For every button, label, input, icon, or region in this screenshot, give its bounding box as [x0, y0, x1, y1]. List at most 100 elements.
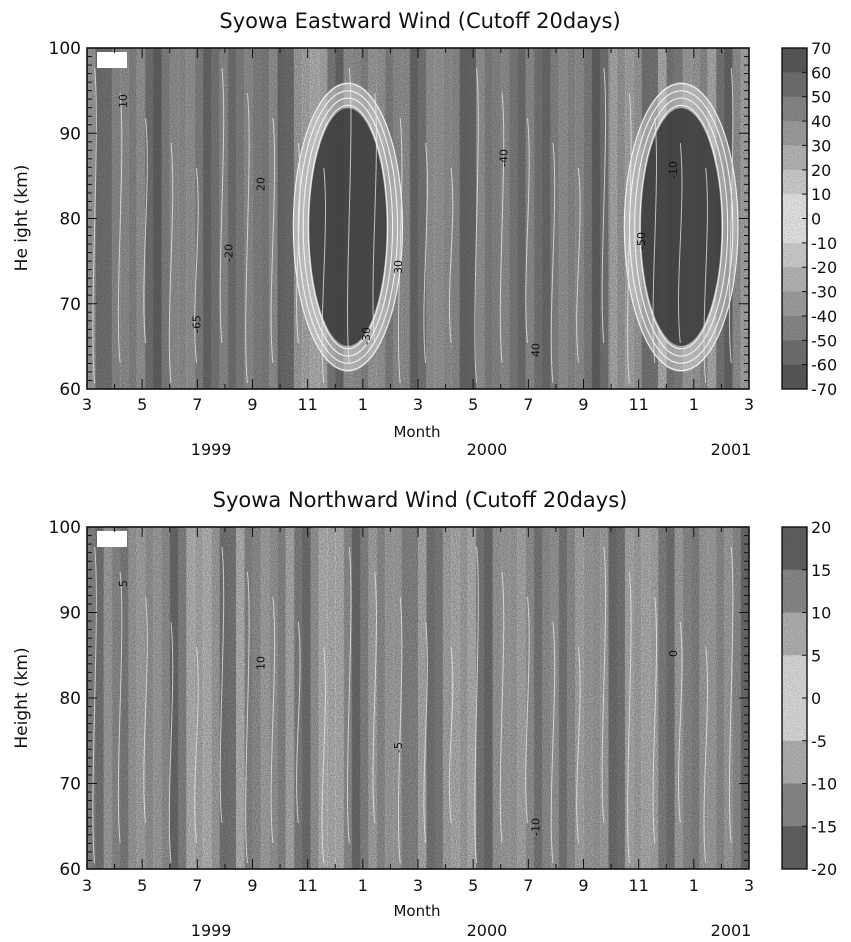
y-axis-label: Height (km)	[12, 647, 32, 748]
contour-line	[448, 167, 454, 344]
contour-line	[372, 571, 377, 824]
colorbar-tick-label: 20	[811, 161, 831, 180]
x-tick-label: 1	[689, 876, 699, 895]
colorbar-tick-label: 30	[811, 136, 831, 155]
colorbar-tick-label: 15	[811, 561, 831, 580]
contour-line	[270, 117, 276, 364]
contour-line	[143, 596, 148, 824]
contour-line	[639, 104, 724, 350]
x-tick-label: 9	[247, 395, 257, 414]
x-tick-label: 7	[192, 395, 202, 414]
x-tick-label: 5	[468, 395, 478, 414]
chart-title: Syowa Eastward Wind (Cutoff 20days)	[219, 9, 620, 33]
contour-line	[296, 142, 301, 344]
x-tick-label: 7	[192, 876, 202, 895]
colorbar-tick-label: -50	[811, 331, 837, 350]
contour-line	[499, 571, 505, 844]
contour-label: 30	[392, 260, 405, 274]
contour-line	[623, 82, 739, 372]
colorbar-tick-label: 0	[811, 210, 821, 229]
contour-line	[397, 596, 403, 864]
x-tick-label: 7	[523, 876, 533, 895]
contour-label: -30	[360, 327, 373, 345]
x-axis: 3 5 7 9 11 1 3 5 7 9 11 1 3	[82, 527, 754, 895]
contour-line	[627, 571, 632, 864]
x-tick-label: 3	[744, 876, 754, 895]
colorbar-tick-label: -20	[811, 860, 837, 879]
colorbar: 20 15 10 5 0 -5 -10 -15 -20	[781, 518, 837, 879]
contour-label: -10	[667, 161, 680, 179]
contour-label: 10	[255, 656, 268, 670]
contour-line	[423, 142, 428, 364]
plot-area: 10 20 30 40 -10 -20 -30 -40 -50 -65	[87, 48, 749, 389]
contour-line	[652, 117, 658, 364]
contour-label: 10	[117, 94, 130, 108]
contour-line	[292, 82, 404, 372]
contour-label: -40	[498, 149, 511, 167]
eastward-wind-chart: Syowa Eastward Wind (Cutoff 20days) 1020…	[12, 9, 837, 459]
x-tick-label: 9	[578, 876, 588, 895]
contour-line	[245, 571, 250, 864]
contour-line	[168, 142, 174, 384]
x-axis-label: Month	[393, 423, 440, 441]
eastward-region	[418, 48, 610, 389]
x-tick-label: 3	[82, 876, 92, 895]
contour-line	[347, 67, 352, 364]
contour-line	[576, 167, 581, 364]
y-axis-label: He ight (km)	[12, 165, 32, 272]
x-tick-label: 1	[689, 395, 699, 414]
x-tick-label: 5	[137, 876, 147, 895]
contour-line	[270, 596, 276, 844]
x-tick-label: 3	[413, 876, 423, 895]
contour-line	[728, 546, 734, 844]
y-tick-label: 70	[59, 295, 81, 315]
contour-line	[525, 117, 530, 344]
colorbar-tick-label: 40	[811, 112, 831, 131]
y-tick-label: 70	[59, 775, 81, 795]
y-tick-label: 90	[59, 604, 81, 624]
y-axis: 60 70 80 90 100	[49, 39, 749, 400]
contour-line	[550, 142, 556, 384]
x-axis: 3 5 7 9 11 1 3 5 7 9 11 1 3	[82, 48, 754, 414]
contour-line	[194, 646, 199, 844]
x-tick-label: 3	[744, 395, 754, 414]
contour-label: -65	[191, 315, 204, 333]
colorbar-tick-label: -10	[811, 775, 837, 794]
contour-line	[525, 596, 530, 824]
x-tick-label: 5	[468, 876, 478, 895]
contour-line	[627, 92, 632, 384]
contour-line	[728, 67, 734, 364]
contour-label: 20	[255, 177, 268, 191]
colorbar-tick-label: 0	[811, 689, 821, 708]
year-label: 1999	[191, 921, 232, 940]
contour-line	[347, 546, 352, 844]
x-tick-label: 11	[297, 876, 317, 895]
contour-line	[474, 67, 479, 384]
x-tick-label: 3	[413, 395, 423, 414]
x-tick-label: 9	[578, 395, 588, 414]
contour-line	[576, 646, 581, 844]
chart-title: Syowa Northward Wind (Cutoff 20days)	[213, 488, 628, 512]
year-label: 2000	[467, 440, 508, 459]
contour-line	[678, 621, 683, 824]
contour-line	[678, 142, 683, 344]
contour-line	[302, 97, 394, 357]
x-axis-label: Month	[393, 902, 440, 920]
data-gap	[97, 531, 127, 547]
colorbar-tick-label: -15	[811, 817, 837, 836]
x-tick-label: 1	[358, 876, 368, 895]
y-tick-label: 100	[49, 39, 81, 59]
plot-area: 5 10 -5 -10 0	[87, 527, 749, 869]
colorbar-tick-label: 50	[811, 88, 831, 107]
colorbar-tick-label: -70	[811, 380, 837, 399]
y-tick-label: 80	[59, 689, 81, 709]
x-tick-label: 3	[82, 395, 92, 414]
x-tick-label: 11	[628, 395, 648, 414]
contour-label: 0	[667, 650, 680, 657]
contour-line	[194, 167, 199, 364]
contour-line	[219, 546, 225, 824]
x-tick-label: 11	[628, 876, 648, 895]
contour-line	[321, 646, 327, 864]
contour-line	[550, 621, 556, 864]
northward-wind-chart: Syowa Northward Wind (Cutoff 20days) 510…	[12, 488, 837, 940]
